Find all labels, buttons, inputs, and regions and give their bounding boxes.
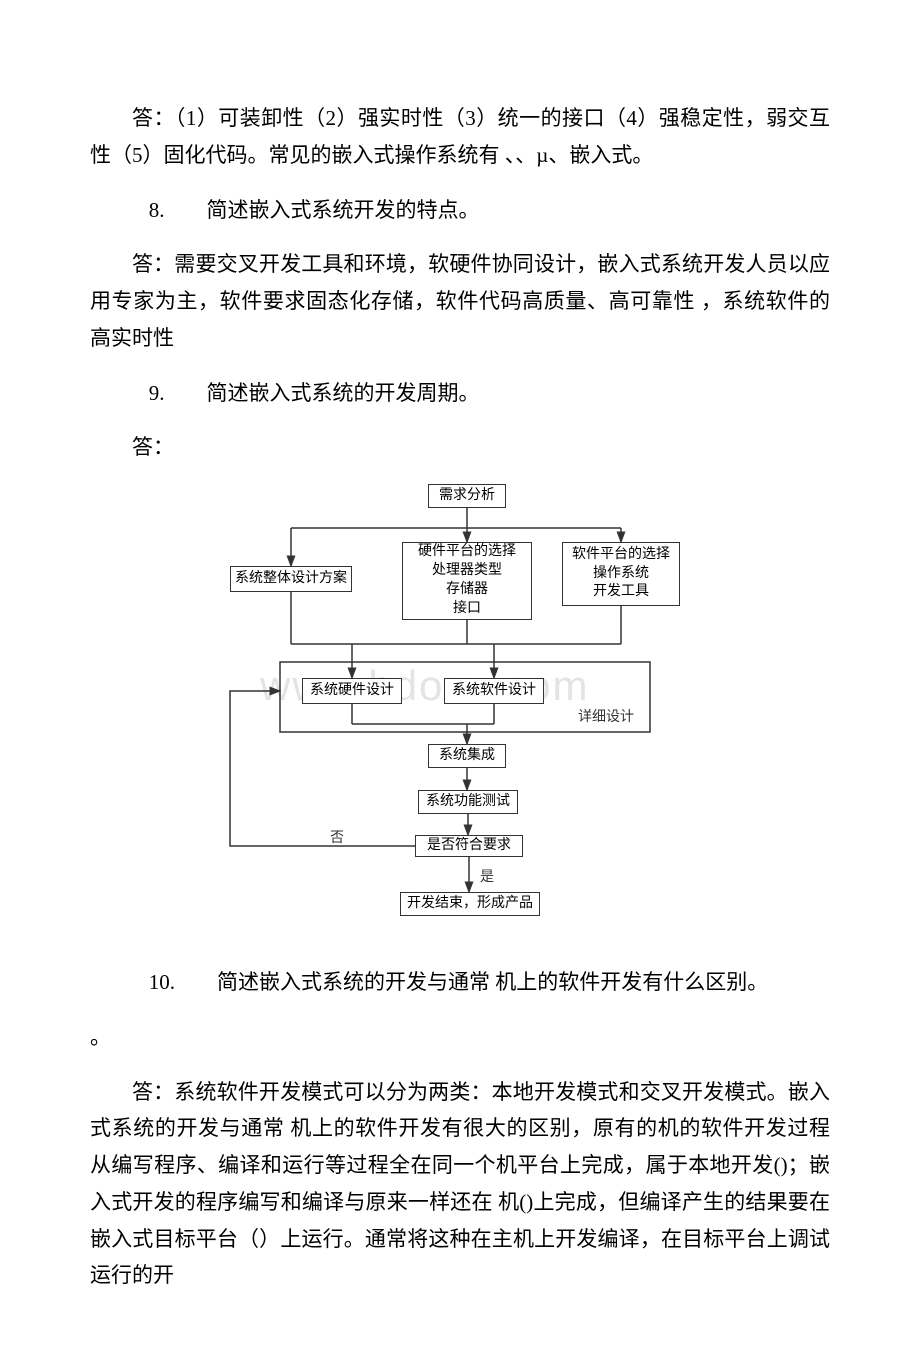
flow-node-n4: 软件平台的选择 操作系统 开发工具 [562,542,680,606]
flow-node-n2: 系统整体设计方案 [230,566,352,592]
answer-10: 答：系统软件开发模式可以分为两类：本地开发模式和交叉开发模式。嵌入式系统的开发与… [90,1074,830,1295]
question-9: 9. 简述嵌入式系统的开发周期。 [90,375,830,412]
question-8: 8. 简述嵌入式系统开发的特点。 [90,192,830,229]
answer-9-label: 答： [90,429,830,466]
flow-node-n3: 硬件平台的选择 处理器类型 存储器 接口 [402,542,532,620]
flow-node-n8: 系统功能测试 [418,790,518,814]
flow-node-n7: 系统集成 [428,744,506,768]
question-10: 10. 简述嵌入式系统的开发与通常 机上的软件开发有什么区别。 [90,964,830,1001]
answer-7: 答：（1）可装卸性（2）强实时性（3）统一的接口（4）强稳定性，弱交互性（5）固… [90,100,830,174]
flow-node-n10: 开发结束，形成产品 [400,892,540,916]
flow-label-l_detail: 详细设计 [578,706,634,731]
flow-node-n1: 需求分析 [428,484,506,508]
flow-node-n9: 是否符合要求 [415,835,523,857]
flow-label-l_no: 否 [330,827,344,852]
flow-node-n6: 系统软件设计 [444,678,544,704]
answer-8: 答：需要交叉开发工具和环境，软硬件协同设计，嵌入式系统开发人员以应用专家为主，软… [90,246,830,356]
flowchart-container: www.bdocx.com 需求分析系统整体设计方案硬件平台的选择 处理器类型 … [90,484,830,924]
period-mark: 。 [90,1019,830,1056]
flow-label-l_yes: 是 [480,866,494,891]
flowchart: www.bdocx.com 需求分析系统整体设计方案硬件平台的选择 处理器类型 … [210,484,710,924]
flow-node-n5: 系统硬件设计 [302,678,402,704]
